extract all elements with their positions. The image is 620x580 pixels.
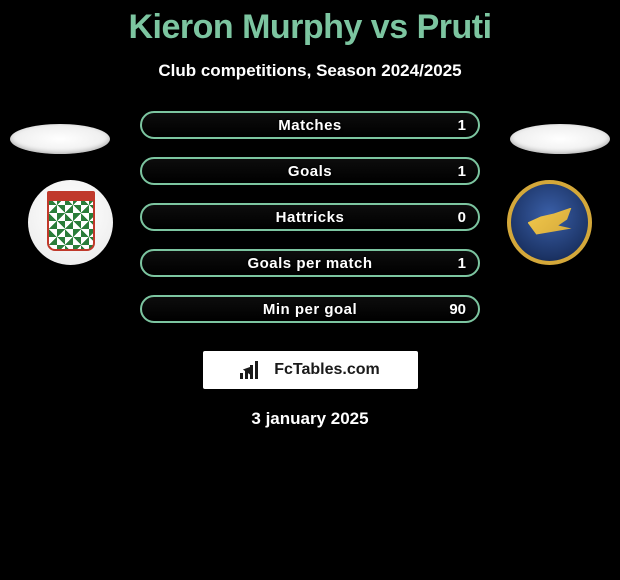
stat-right-value: 90 [449,301,466,318]
stat-right-value: 1 [458,163,466,180]
player-avatar-right [510,124,610,154]
stat-right-value: 1 [458,255,466,272]
stat-row-matches: Matches 1 [140,111,480,139]
club-badge-right [507,180,592,265]
stat-row-min-per-goal: Min per goal 90 [140,295,480,323]
stat-right-value: 0 [458,209,466,226]
date-label: 3 january 2025 [0,409,620,429]
stat-label: Hattricks [276,209,345,226]
subtitle: Club competitions, Season 2024/2025 [0,61,620,81]
bird-icon [528,208,572,238]
club-badge-left [28,180,113,265]
comparison-card: Kieron Murphy vs Pruti Club competitions… [0,0,620,429]
stat-row-goals-per-match: Goals per match 1 [140,249,480,277]
fctables-logo[interactable]: FcTables.com [203,351,418,389]
page-title: Kieron Murphy vs Pruti [0,8,620,47]
shield-icon [47,195,95,251]
stat-label: Goals [288,163,332,180]
stats-list: Matches 1 Goals 1 Hattricks 0 Goals per … [140,111,480,323]
logo-text: FcTables.com [274,361,380,379]
stat-right-value: 1 [458,117,466,134]
stat-label: Goals per match [247,255,372,272]
stat-row-hattricks: Hattricks 0 [140,203,480,231]
stat-label: Matches [278,117,342,134]
player-avatar-left [10,124,110,154]
stat-row-goals: Goals 1 [140,157,480,185]
stat-label: Min per goal [263,301,357,318]
